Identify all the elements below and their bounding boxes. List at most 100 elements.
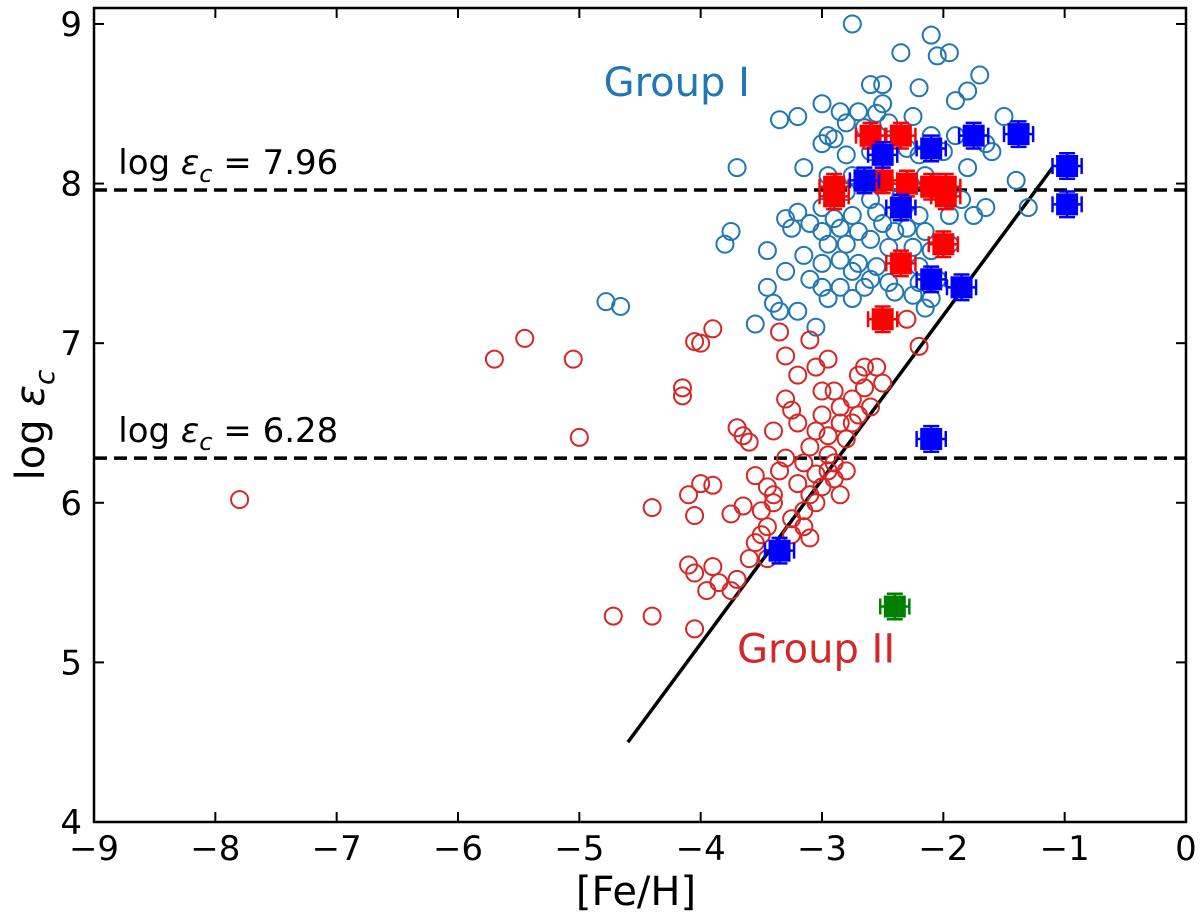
series-blue-filled-squares (763, 120, 1083, 565)
data-point (806, 357, 826, 377)
data-point (915, 298, 935, 318)
data-point (1002, 120, 1035, 149)
data-point (903, 285, 923, 305)
reference-line-label: log εc = 7.96 (118, 143, 338, 188)
square-marker (932, 233, 955, 256)
data-point (745, 314, 765, 334)
data-point (515, 328, 535, 348)
data-point (745, 466, 765, 486)
square-marker (1056, 193, 1079, 216)
data-point (873, 75, 893, 95)
data-point (812, 134, 832, 154)
data-point (770, 110, 790, 130)
data-point (854, 277, 874, 297)
data-point (818, 234, 838, 254)
data-point (836, 145, 856, 165)
data-point (642, 606, 662, 626)
square-marker (1007, 123, 1030, 146)
trend-line-layer (626, 166, 1054, 744)
x-tick-label: −8 (190, 829, 240, 869)
data-point (703, 475, 723, 495)
data-point (885, 221, 905, 241)
data-point (945, 91, 965, 111)
data-point (1051, 190, 1083, 219)
data-point (897, 218, 917, 238)
data-point (782, 400, 802, 420)
data-point (800, 213, 820, 233)
y-tick-label: 6 (60, 484, 82, 524)
data-point (909, 336, 929, 356)
x-tick-label: −6 (433, 829, 483, 869)
data-point (878, 592, 911, 621)
data-point (824, 453, 844, 473)
data-point (672, 378, 692, 398)
square-marker (962, 124, 985, 147)
data-point (830, 250, 850, 270)
data-point (721, 581, 741, 601)
ref-label-subscript: c (199, 160, 212, 188)
data-point (794, 517, 814, 537)
data-point (885, 249, 917, 278)
square-marker (871, 169, 894, 192)
data-point (994, 107, 1014, 127)
data-point (727, 569, 747, 589)
x-tick-label: −2 (918, 829, 968, 869)
data-point (685, 332, 705, 352)
data-point (842, 261, 862, 281)
data-point (929, 182, 962, 211)
data-point (739, 432, 759, 452)
data-point (757, 241, 777, 261)
data-point (903, 237, 923, 257)
square-marker (871, 143, 894, 166)
data-point (866, 305, 899, 334)
data-point (776, 448, 796, 468)
data-point (885, 282, 905, 302)
data-point (794, 158, 814, 178)
data-point (484, 349, 504, 369)
data-point (818, 349, 838, 369)
square-marker (871, 308, 894, 331)
data-point (685, 506, 705, 526)
data-point (982, 142, 1002, 162)
data-point (727, 158, 747, 178)
data-point (788, 474, 808, 494)
data-point (854, 378, 874, 398)
data-point (939, 43, 959, 63)
data-point (842, 14, 862, 34)
data-point (770, 301, 790, 321)
data-point (927, 230, 960, 259)
data-point (842, 389, 862, 409)
trend-line (626, 166, 1054, 744)
data-point (812, 198, 832, 218)
data-point (915, 424, 948, 453)
data-points-layer (230, 14, 1083, 639)
data-point (800, 269, 820, 289)
data-point (733, 426, 753, 446)
data-point (812, 253, 832, 273)
square-marker (853, 169, 876, 192)
data-point (563, 349, 583, 369)
data-point (721, 221, 741, 241)
square-marker (889, 124, 912, 147)
square-marker (889, 196, 912, 219)
square-marker (950, 276, 973, 299)
data-point (788, 365, 808, 385)
reference-line-label: log εc = 6.28 (118, 411, 338, 456)
data-point (866, 140, 899, 169)
data-point (812, 221, 832, 241)
ref-label-symbol: ε (181, 411, 199, 451)
square-marker (920, 268, 943, 291)
y-tick-label: 4 (60, 803, 82, 843)
data-point (757, 277, 777, 297)
data-point (836, 461, 856, 481)
data-point (776, 209, 796, 229)
data-point (788, 301, 808, 321)
data-point (854, 357, 874, 377)
data-point (603, 606, 623, 626)
data-point (830, 413, 850, 433)
data-point (776, 261, 796, 281)
data-point (794, 245, 814, 265)
data-point (757, 517, 777, 537)
data-point (812, 94, 832, 114)
